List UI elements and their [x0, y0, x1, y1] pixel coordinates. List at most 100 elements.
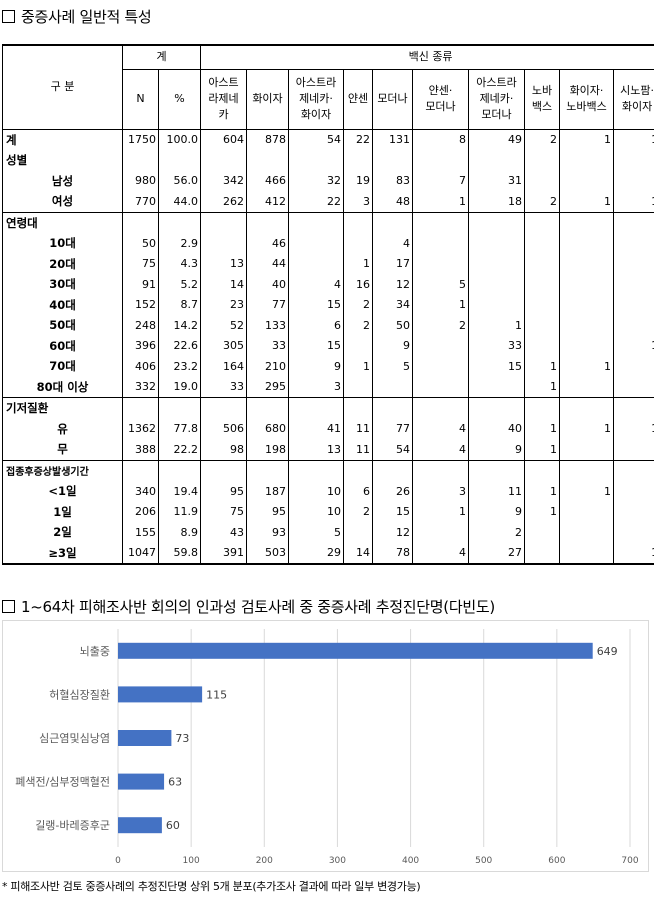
table-row: 2일 155 8.9 43 93 5 12 2	[2, 522, 654, 543]
table-cell	[559, 459, 614, 481]
header-vaccine-line: 시노팜·	[620, 84, 654, 97]
table-cell: 5	[412, 274, 469, 295]
table-row: 1일 206 11.9 75 95 10 2 15 1 9 1	[2, 501, 654, 522]
footnote: * 피해조사반 검토 중증사례의 추정진단명 상위 5개 분포(추가조사 결과에…	[2, 880, 421, 893]
table-cell: 19	[343, 170, 373, 191]
table-cell	[246, 397, 289, 419]
header-vaccine-col: 아스트라 제네카· 화이자	[288, 68, 344, 130]
table-cell: 7	[412, 170, 469, 191]
table-cell: 1	[559, 356, 614, 377]
row-label: 40대	[2, 294, 123, 315]
table-cell	[468, 376, 525, 398]
bar	[118, 730, 172, 746]
table-row: 남성 980 56.0 342 466 32 19 83 7 31	[2, 170, 654, 191]
table-cell	[200, 150, 247, 171]
table-cell: 164	[200, 356, 247, 377]
table-row: 70대 406 23.2 164 210 9 1 5 15 1 1	[2, 356, 654, 377]
table-cell: 187	[246, 481, 289, 502]
table-cell	[412, 335, 469, 356]
table-cell	[412, 211, 469, 233]
table-cell	[559, 376, 614, 398]
table-cell: 155	[122, 522, 159, 543]
header-vaccine-line: 모더나	[377, 92, 408, 105]
table-cell	[559, 439, 614, 460]
row-label: 2일	[2, 522, 123, 543]
table-cell	[559, 501, 614, 522]
table-cell	[246, 150, 289, 171]
row-label: 남성	[2, 170, 123, 191]
table-cell: 41	[288, 418, 344, 439]
table-cell	[246, 459, 289, 481]
table-cell	[559, 170, 614, 191]
table-cell: 305	[200, 335, 247, 356]
table-cell	[524, 315, 560, 336]
table-cell: 46	[246, 233, 289, 254]
table-cell: 604	[200, 128, 247, 150]
characteristics-table: 구 분 계 백신 종류 N % 아스트 라제네 카 화이자 아스트라 제네카· 화이자 얀센 모…	[2, 44, 654, 565]
table-cell	[158, 211, 201, 233]
header-vaccine-line: 화이자	[621, 100, 653, 113]
table-cell	[612, 211, 654, 233]
table-cell: 23.2	[158, 356, 201, 377]
table-cell	[158, 459, 201, 481]
table-cell: 295	[246, 376, 289, 398]
table-cell: 2	[524, 128, 560, 150]
x-tick-label: 0	[115, 856, 121, 866]
header-vaccine-line: 노바	[531, 84, 553, 97]
table-cell: 9	[372, 335, 413, 356]
header-vaccine-col: 시노팜· 화이자	[612, 68, 654, 130]
table-row: 40대 152 8.7 23 77 15 2 34 1	[2, 294, 654, 315]
table-cell: 1750	[122, 128, 159, 150]
table-cell: 506	[200, 418, 247, 439]
table-cell: 1	[343, 253, 373, 274]
table-cell: 388	[122, 439, 159, 460]
table-cell: 13	[288, 439, 344, 460]
table-cell	[200, 211, 247, 233]
table-cell: 1	[412, 191, 469, 212]
table-cell	[468, 459, 525, 481]
category-label: 심근염및심낭염	[39, 732, 110, 745]
table-cell: 1	[559, 481, 614, 502]
table-cell: 2	[343, 294, 373, 315]
table-cell: 1	[612, 191, 654, 212]
table-cell: 15	[288, 335, 344, 356]
table-cell: 4.3	[158, 253, 201, 274]
table-cell: 54	[288, 128, 344, 150]
table-cell: 9	[468, 501, 525, 522]
table-cell: 10	[288, 481, 344, 502]
table-cell: 15	[288, 294, 344, 315]
table-cell	[468, 150, 525, 171]
table-cell: 466	[246, 170, 289, 191]
table-cell	[524, 253, 560, 274]
table-row: 80대 이상 332 19.0 33 295 3 1	[2, 376, 654, 398]
table-cell	[524, 294, 560, 315]
table-cell	[612, 253, 654, 274]
header-vaccine-line: 라제네	[208, 92, 239, 105]
table-cell: 1	[559, 191, 614, 212]
table-cell	[559, 542, 614, 565]
row-label: 기저질환	[2, 397, 123, 419]
table-cell: 77	[372, 418, 413, 439]
table-cell	[343, 376, 373, 398]
table-cell: 12	[372, 274, 413, 295]
bar	[118, 686, 203, 703]
table-cell	[412, 356, 469, 377]
table-cell: 2.9	[158, 233, 201, 254]
table-cell: 18	[468, 191, 525, 212]
table-row: 50대 248 14.2 52 133 6 2 50 2 1	[2, 315, 654, 336]
table-cell	[122, 459, 159, 481]
row-label: 10대	[2, 233, 123, 254]
table-row: 10대 50 2.9 46 4	[2, 233, 654, 254]
table-cell: 152	[122, 294, 159, 315]
table-cell: 9	[288, 356, 344, 377]
header-vaccine-line: 모더나	[481, 108, 512, 121]
table-cell	[559, 335, 614, 356]
bar	[118, 773, 165, 790]
header-vaccine-line: 얀센	[347, 92, 369, 105]
table-cell	[158, 397, 201, 419]
table-cell: 33	[200, 376, 247, 398]
table-cell	[412, 253, 469, 274]
table-cell: 5.2	[158, 274, 201, 295]
diagnosis-bar-chart: 0 100 200 300 400 500 600 700 뇌출중 649 허혈심장질환 115 심근염…	[15, 629, 639, 866]
table-cell: 27	[468, 542, 525, 565]
